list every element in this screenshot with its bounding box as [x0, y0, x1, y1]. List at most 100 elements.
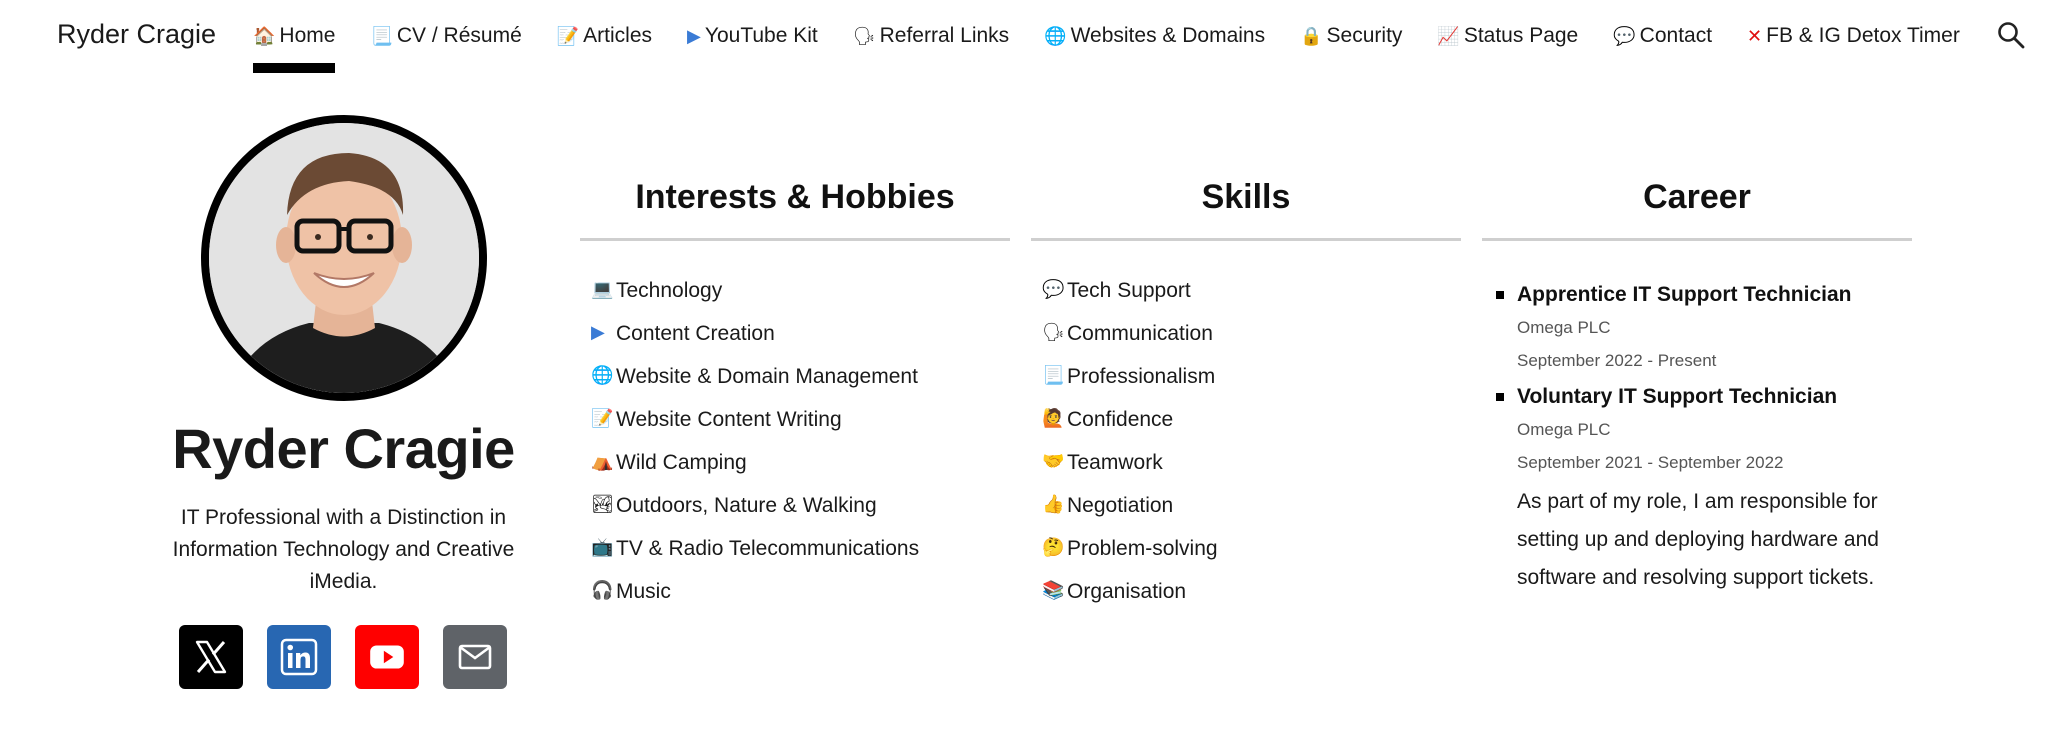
list-item-label: Organisation — [1067, 580, 1187, 603]
job-title: Voluntary IT Support Technician — [1517, 385, 1838, 408]
laptop-icon: 💻 — [591, 279, 614, 300]
list-item-label: Website & Domain Management — [616, 365, 918, 388]
list-item: 📃 Professionalism — [1042, 365, 1461, 408]
nav-label: Contact — [1639, 24, 1713, 47]
avatar — [201, 115, 487, 401]
linkedin-link[interactable] — [267, 625, 331, 689]
television-icon: 📺 — [591, 537, 614, 558]
x-twitter-link[interactable] — [179, 625, 243, 689]
nav-item-cv[interactable]: 📃 CV / Résumé — [370, 20, 521, 52]
career-title: Career — [1643, 178, 1751, 216]
list-item-label: Tech Support — [1067, 279, 1191, 302]
job-organisation: Omega PLC — [1517, 318, 1611, 337]
nav-label: FB & IG Detox Timer — [1766, 24, 1960, 47]
list-item: 🏞 Outdoors, Nature & Walking — [591, 494, 1010, 537]
nav-item-security[interactable]: 🔒 Security — [1300, 20, 1402, 52]
nav-item-home[interactable]: 🏠 Home — [253, 20, 336, 73]
nav-label: Articles — [583, 24, 653, 47]
nav-item-contact[interactable]: 💬 Contact — [1613, 20, 1712, 52]
nav-label: Websites & Domains — [1070, 24, 1266, 47]
job-organisation: Omega PLC — [1517, 420, 1611, 439]
divider — [1031, 238, 1461, 241]
main-nav: 🏠 Home 📃 CV / Résumé 📝 Articles ▶ YouTub… — [253, 20, 1995, 73]
job-dates: September 2021 - September 2022 — [1517, 453, 1784, 472]
job-title: Apprentice IT Support Technician — [1517, 283, 1852, 306]
youtube-link[interactable] — [355, 625, 419, 689]
nav-item-websites-domains[interactable]: 🌐 Websites & Domains — [1044, 20, 1265, 52]
page-icon: 📃 — [1042, 365, 1065, 386]
career-section: Career Apprentice IT Support Technician … — [1482, 178, 1912, 597]
speech-balloon-icon: 💬 — [1042, 279, 1065, 300]
list-item-label: Technology — [616, 279, 723, 302]
list-item-label: Wild Camping — [616, 451, 747, 474]
envelope-icon — [458, 644, 492, 670]
memo-icon: 📝 — [591, 408, 614, 429]
profile-tagline: IT Professional with a Distinction in In… — [172, 506, 515, 593]
bullet — [1496, 393, 1504, 401]
site-title[interactable]: Ryder Cragie — [57, 19, 217, 49]
list-item-label: Teamwork — [1067, 451, 1163, 474]
profile-name: Ryder Cragie — [172, 417, 515, 480]
skills-list: 💬 Tech Support 🗣 Communication 📃 Profession… — [1031, 279, 1461, 623]
list-item: 📺 TV & Radio Telecommunications — [591, 537, 1010, 580]
headphone-icon: 🎧 — [591, 580, 614, 601]
list-item-label: Outdoors, Nature & Walking — [616, 494, 877, 517]
nav-item-status-page[interactable]: 📈 Status Page — [1437, 20, 1578, 52]
speech-balloon-icon: 💬 — [1613, 25, 1636, 47]
speaking-head-icon: 🗣 — [852, 25, 876, 47]
interests-list: 💻 Technology ▶ Content Creation 🌐 Website &… — [580, 279, 1010, 623]
thumbs-up-icon: 👍 — [1042, 494, 1065, 515]
list-item: 🗣 Communication — [1042, 322, 1461, 365]
cross-mark-icon: ✕ — [1747, 25, 1763, 47]
job-description: As part of my role, I am responsible for… — [1517, 490, 1879, 589]
nav-label: CV / Résumé — [396, 24, 522, 47]
nav-label: Referral Links — [879, 24, 1010, 47]
list-item-label: Confidence — [1067, 408, 1174, 431]
list-item: 📝 Website Content Writing — [591, 408, 1010, 451]
youtube-icon — [370, 645, 404, 669]
list-item: 🤝 Teamwork — [1042, 451, 1461, 494]
career-item: Voluntary IT Support Technician Omega PL… — [1496, 383, 1912, 597]
nav-label: Status Page — [1463, 24, 1579, 47]
books-icon: 📚 — [1042, 580, 1065, 601]
list-item: ▶ Content Creation — [591, 322, 1010, 365]
list-item: 🎧 Music — [591, 580, 1010, 623]
skills-title: Skills — [1201, 178, 1291, 216]
list-item: 💻 Technology — [591, 279, 1010, 322]
nav-item-youtube-kit[interactable]: ▶ YouTube Kit — [687, 20, 818, 52]
list-item: 🤔 Problem-solving — [1042, 537, 1461, 580]
raising-hand-icon: 🙋 — [1042, 408, 1065, 429]
job-dates: September 2022 - Present — [1517, 351, 1717, 370]
divider — [580, 238, 1010, 241]
nav-item-articles[interactable]: 📝 Articles — [557, 20, 652, 52]
search-icon[interactable] — [1996, 20, 2026, 50]
list-item-label: TV & Radio Telecommunications — [616, 537, 920, 560]
nav-item-detox-timer[interactable]: ✕ FB & IG Detox Timer — [1747, 20, 1960, 52]
email-link[interactable] — [443, 625, 507, 689]
tent-icon: ⛺ — [591, 451, 614, 472]
list-item-label: Communication — [1067, 322, 1213, 345]
career-item: Apprentice IT Support Technician Omega P… — [1496, 281, 1912, 383]
nav-item-referral-links[interactable]: 🗣 Referral Links — [853, 20, 1009, 52]
list-item: 📚 Organisation — [1042, 580, 1461, 623]
list-item: 🙋 Confidence — [1042, 408, 1461, 451]
interests-title: Interests & Hobbies — [635, 178, 955, 216]
skills-section: Skills 💬 Tech Support 🗣 Communication 📃 Pro… — [1031, 178, 1461, 623]
speaking-head-icon: 🗣 — [1042, 322, 1065, 343]
national-park-icon: 🏞 — [591, 494, 614, 515]
list-item-label: Content Creation — [616, 322, 775, 345]
social-links — [179, 625, 507, 689]
list-item: 🌐 Website & Domain Management — [591, 365, 1010, 408]
list-item-label: Problem-solving — [1067, 537, 1218, 560]
page-icon: 📃 — [370, 25, 393, 47]
linkedin-icon — [280, 638, 318, 676]
interests-section: Interests & Hobbies 💻 Technology ▶ Content… — [580, 178, 1010, 623]
bullet — [1496, 291, 1504, 299]
nav-label: YouTube Kit — [704, 24, 818, 47]
list-item: ⛺ Wild Camping — [591, 451, 1010, 494]
chart-increasing-icon: 📈 — [1437, 25, 1460, 47]
site-header: Ryder Cragie 🏠 Home 📃 CV / Résumé 📝 Arti… — [0, 0, 2048, 74]
list-item: 💬 Tech Support — [1042, 279, 1461, 322]
globe-icon: 🌐 — [591, 365, 614, 386]
play-button-icon: ▶ — [591, 322, 605, 343]
